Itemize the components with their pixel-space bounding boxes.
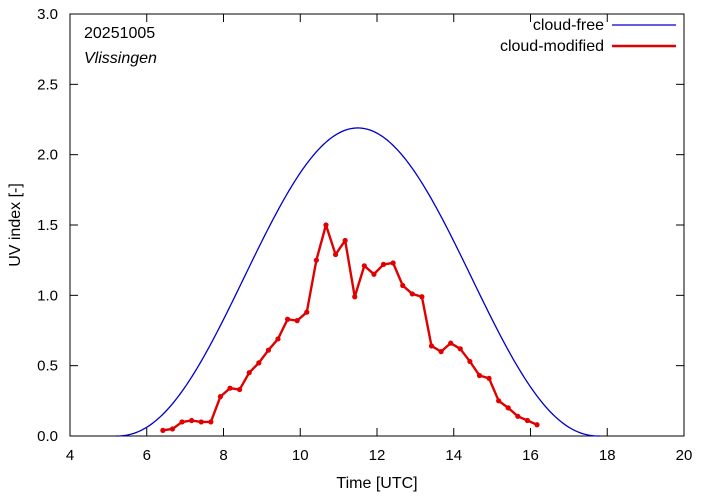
data-point-cloud-modified xyxy=(169,426,176,432)
legend-label-cloud-free: cloud-free xyxy=(533,17,604,34)
data-point-cloud-modified xyxy=(189,417,195,424)
data-point-cloud-modified xyxy=(265,347,271,353)
data-point-cloud-modified xyxy=(332,251,339,258)
data-point-cloud-modified xyxy=(352,294,358,300)
plot-frame xyxy=(69,13,685,437)
y-tick-label: 1.5 xyxy=(37,217,58,234)
data-point-cloud-modified xyxy=(313,257,319,263)
data-point-cloud-modified xyxy=(371,271,377,277)
data-point-cloud-modified xyxy=(275,336,281,342)
data-point-cloud-modified xyxy=(179,419,185,425)
data-point-cloud-modified xyxy=(419,294,425,300)
data-point-cloud-modified xyxy=(323,222,329,228)
series-line-cloud-free xyxy=(116,127,600,437)
data-point-cloud-modified xyxy=(284,316,291,322)
x-tick-label: 18 xyxy=(599,447,616,464)
data-point-cloud-modified xyxy=(217,394,224,400)
data-point-cloud-modified xyxy=(361,263,367,269)
x-tick-label: 12 xyxy=(369,447,386,464)
y-tick-label: 2.0 xyxy=(37,147,58,164)
x-tick-label: 8 xyxy=(219,447,227,464)
data-point-cloud-modified xyxy=(198,419,204,425)
data-point-cloud-modified xyxy=(237,386,243,393)
tick-label-group: 4 6 8 10 12 14 16 18 20 0.0 0.5 1.0 1.5 2.0 2.5 3.0 xyxy=(37,6,692,464)
data-point-cloud-modified xyxy=(208,419,214,425)
date-annotation: 20251005 xyxy=(84,25,155,42)
data-point-cloud-modified xyxy=(390,260,396,266)
x-axis-title: Time [UTC] xyxy=(336,475,417,492)
legend-label-cloud-modified: cloud-modified xyxy=(500,38,604,55)
data-point-cloud-modified xyxy=(505,405,511,411)
series-layer xyxy=(116,127,600,437)
x-tick-label: 6 xyxy=(143,447,151,464)
data-point-cloud-modified xyxy=(294,318,300,324)
data-point-cloud-modified xyxy=(524,417,531,424)
data-point-cloud-modified xyxy=(496,398,502,404)
data-point-cloud-modified xyxy=(438,349,444,355)
x-tick-label: 10 xyxy=(292,447,309,464)
x-tick-label: 14 xyxy=(445,447,462,464)
data-point-cloud-modified xyxy=(227,385,233,391)
data-point-cloud-modified xyxy=(428,343,435,349)
y-tick-label: 1.0 xyxy=(37,287,58,304)
data-point-cloud-modified xyxy=(534,422,540,428)
data-point-cloud-modified xyxy=(380,261,387,267)
series-line-cloud-modified xyxy=(162,223,538,432)
data-point-cloud-modified xyxy=(409,291,415,297)
data-point-cloud-modified xyxy=(400,282,406,289)
x-tick-label: 4 xyxy=(66,447,74,464)
data-point-cloud-modified xyxy=(246,370,252,376)
y-tick-label: 3.0 xyxy=(37,6,58,23)
data-point-cloud-modified xyxy=(486,375,492,381)
y-tick-label: 0.0 xyxy=(37,428,58,445)
data-point-cloud-modified xyxy=(448,340,454,346)
data-point-cloud-modified xyxy=(304,309,310,315)
data-point-cloud-modified xyxy=(256,360,262,366)
y-tick-label: 0.5 xyxy=(37,358,58,375)
data-point-cloud-modified xyxy=(467,358,473,365)
x-tick-label: 16 xyxy=(522,447,539,464)
y-tick-label: 2.5 xyxy=(37,76,58,93)
tick-group xyxy=(69,13,685,437)
data-point-cloud-modified xyxy=(476,372,483,379)
data-point-cloud-modified xyxy=(515,413,521,419)
x-tick-label: 20 xyxy=(676,447,693,464)
data-point-cloud-modified xyxy=(160,427,166,433)
data-point-cloud-modified xyxy=(457,346,463,352)
station-annotation: Vlissingen xyxy=(84,50,157,67)
y-axis-title: UV index [-] xyxy=(7,183,24,267)
data-point-cloud-modified xyxy=(342,237,348,244)
